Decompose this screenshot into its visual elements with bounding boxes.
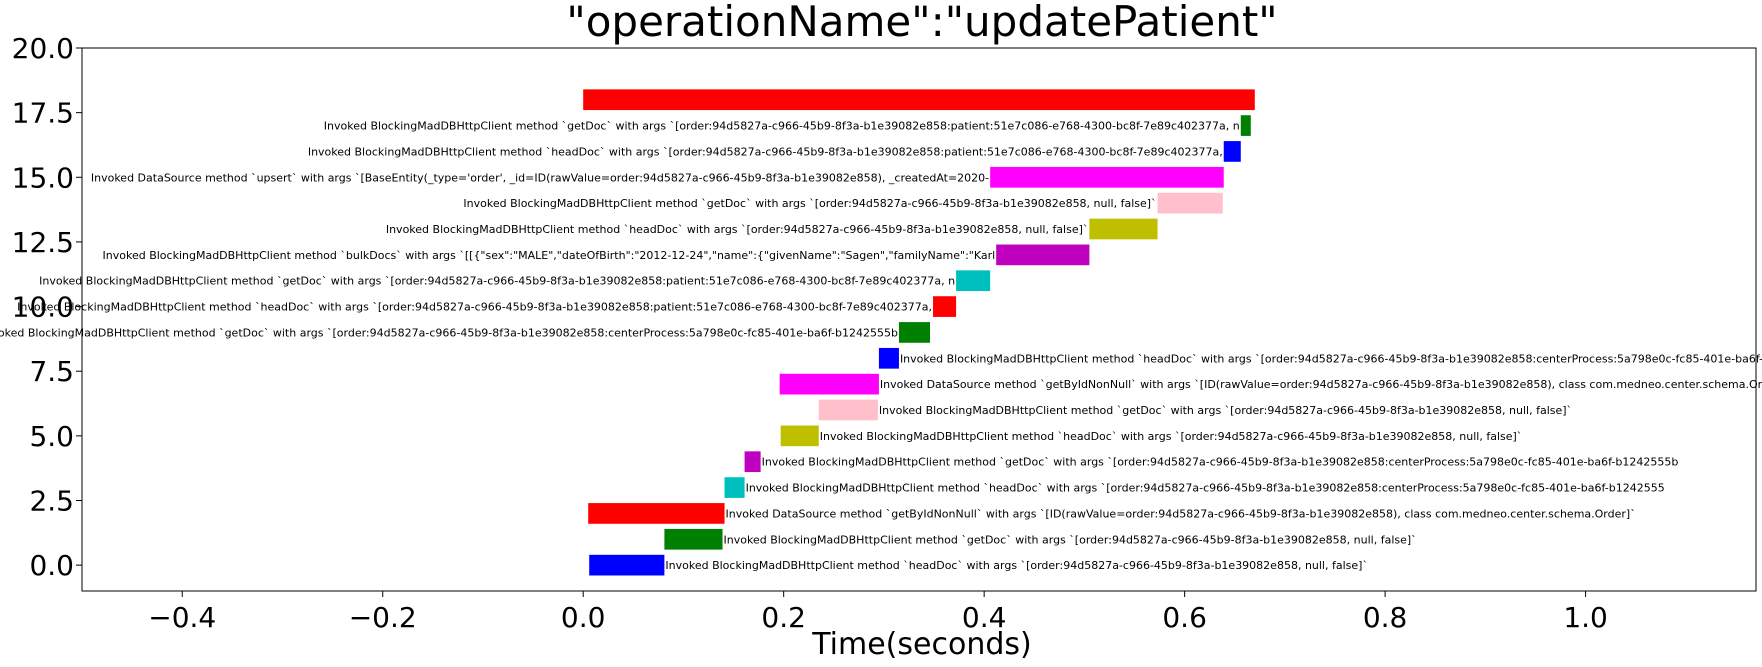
chart-title: "operationName":"updatePatient" [566,0,1277,46]
bar-17 [1240,115,1251,136]
bar-label-12: Invoked BlockingMadDBHttpClient method `… [103,249,996,262]
y-tick-label-1: 2.5 [29,485,74,518]
y-tick-label-5: 12.5 [12,226,74,259]
x-tick-label-3: 0.2 [761,601,806,634]
x-tick-label-2: 0.0 [561,601,606,634]
bar-7 [779,373,879,395]
y-tick-label-0: 0.0 [29,549,74,582]
bar-label-17: Invoked BlockingMadDBHttpClient method `… [324,120,1240,133]
bar-label-16: Invoked BlockingMadDBHttpClient method `… [308,145,1223,158]
bar-4 [744,451,761,473]
plot-area: Invoked BlockingMadDBHttpClient method `… [0,89,1762,576]
bar-12 [996,244,1090,266]
bar-label-3: Invoked BlockingMadDBHttpClient method `… [746,482,1665,495]
bar-2 [588,503,725,524]
bar-label-15: Invoked DataSource method `upsert` with … [91,171,989,184]
bar-13 [1089,218,1158,240]
x-tick-label-4: 0.4 [962,601,1007,634]
x-axis-title: Time(seconds) [811,627,1031,662]
y-tick-label-8: 20.0 [12,32,74,65]
bar-15 [990,166,1224,188]
bar-label-13: Invoked BlockingMadDBHttpClient method `… [386,223,1089,236]
bar-label-2: Invoked DataSource method `getByIdNonNul… [726,507,1636,520]
bar-label-1: Invoked BlockingMadDBHttpClient method `… [724,533,1417,546]
bar-6 [818,399,878,421]
x-tick-label-6: 0.8 [1363,601,1408,634]
y-tick-label-3: 7.5 [29,355,74,388]
x-tick-label-1: −0.2 [349,601,417,634]
bar-16 [1223,141,1241,162]
axes: −0.4 −0.2 0.0 0.2 0.4 0.6 0.8 1.0 0.0 2.5 5.0 7.5 10… [12,32,1757,634]
y-tick-label-4: 10.0 [12,291,74,324]
bar-label-8: Invoked BlockingMadDBHttpClient method `… [900,352,1762,365]
bar-5 [780,425,819,447]
x-tick-label-0: −0.4 [148,601,216,634]
bar-11 [956,270,991,292]
bar-14 [1157,192,1223,214]
y-tick-label-2: 5.0 [29,420,74,453]
y-tick-label-6: 15.0 [12,161,74,194]
bar-0 [589,554,665,576]
bar-1 [664,528,723,550]
bar-label-4: Invoked BlockingMadDBHttpClient method `… [762,456,1679,469]
plot-frame [81,47,1757,592]
bar-8 [878,347,899,369]
bar-label-9: Invoked BlockingMadDBHttpClient method `… [0,326,898,339]
bar-label-0: Invoked BlockingMadDBHttpClient method `… [665,559,1368,572]
bar-label-14: Invoked BlockingMadDBHttpClient method `… [463,197,1156,210]
x-tick-label-7: 1.0 [1563,601,1608,634]
bar-label-10: Invoked BlockingMadDBHttpClient method `… [17,301,932,314]
bar-label-6: Invoked BlockingMadDBHttpClient method `… [879,404,1572,417]
bar-18 [583,89,1255,111]
bar-3 [724,477,745,498]
bar-label-5: Invoked BlockingMadDBHttpClient method `… [820,430,1523,443]
bar-label-7: Invoked DataSource method `getByIdNonNul… [880,378,1762,391]
bar-9 [898,322,931,343]
x-tick-label-5: 0.6 [1162,601,1207,634]
y-tick-label-7: 17.5 [12,97,74,130]
bar-10 [933,296,957,317]
bar-label-11: Invoked BlockingMadDBHttpClient method `… [39,275,955,288]
